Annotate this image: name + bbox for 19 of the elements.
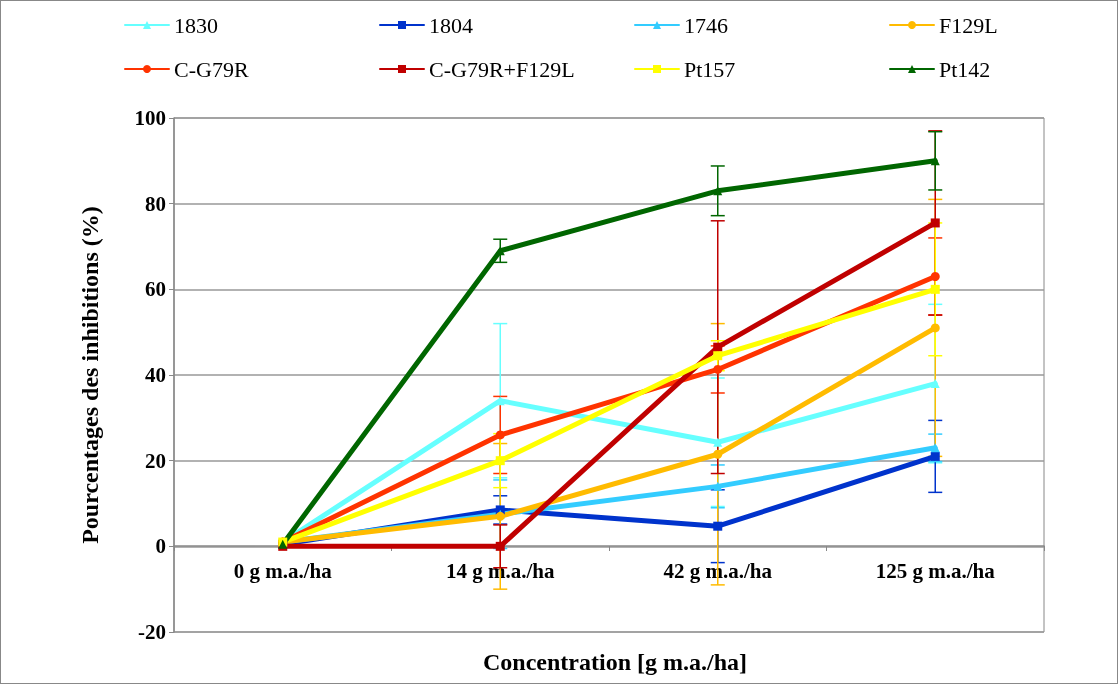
legend-label: 1830 [174, 12, 218, 38]
legend-label: Pt142 [939, 56, 991, 82]
legend-label: 1746 [684, 12, 728, 38]
legend-label: Pt157 [684, 56, 736, 82]
legend-label: 1804 [429, 12, 473, 38]
y-tick-label: 80 [145, 191, 166, 216]
y-tick-label: 60 [145, 277, 166, 302]
y-tick-label: 0 [155, 534, 166, 559]
y-tick-label: 100 [134, 106, 166, 130]
legend-label: C-G79R [174, 56, 249, 82]
x-tick-label: 0 g m.a./ha [233, 558, 333, 583]
x-tick-label: 125 g m.a./ha [875, 558, 996, 583]
x-axis-title: Concentration [g m.a./ha] [483, 649, 747, 675]
legend-label: C-G79R+F129L [429, 56, 575, 82]
y-tick-label: -20 [138, 620, 166, 644]
y-axis-title: Pourcentages des inhibitions (%) [77, 206, 103, 544]
y-tick-label: 20 [145, 448, 166, 473]
y-tick-label: 40 [145, 363, 166, 387]
legend-label: F129L [939, 12, 998, 38]
